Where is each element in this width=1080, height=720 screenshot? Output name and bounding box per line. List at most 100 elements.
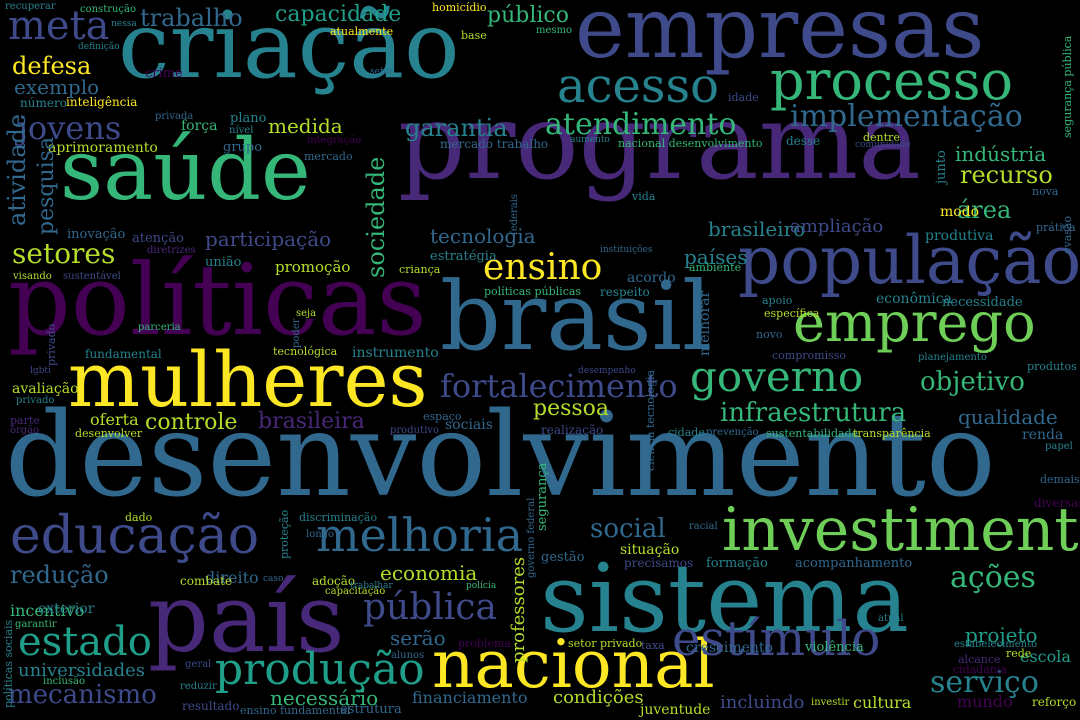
cloud-word: demais xyxy=(1040,473,1080,486)
cloud-word: brasil xyxy=(440,262,713,372)
cloud-word: serviço xyxy=(930,665,1039,700)
cloud-word: tecnologia xyxy=(430,224,536,248)
cloud-word: pesquisa xyxy=(34,136,59,235)
cloud-word: fundamental xyxy=(85,347,162,361)
cloud-word: idade xyxy=(728,91,759,104)
cloud-word: processo xyxy=(770,49,1014,112)
cloud-word: atendimento xyxy=(545,107,737,142)
cloud-word: jovens xyxy=(18,109,122,147)
cloud-word: privada xyxy=(155,111,194,122)
cloud-word: discriminação xyxy=(299,511,378,524)
cloud-word: acordo xyxy=(627,270,676,286)
cloud-word: controle xyxy=(145,410,238,435)
cloud-word: diretrizes xyxy=(147,245,196,256)
cloud-word: rede xyxy=(1006,647,1032,660)
cloud-word: sustentável xyxy=(63,271,121,282)
cloud-word: alcance xyxy=(958,653,1001,666)
cloud-word: cultura xyxy=(853,693,912,712)
cloud-word: trabalho xyxy=(140,4,243,32)
cloud-word: sociais xyxy=(445,417,493,433)
cloud-word: público xyxy=(487,3,569,28)
cloud-word: nessa xyxy=(111,19,137,29)
cloud-word: privado xyxy=(16,395,55,406)
cloud-word: respeito xyxy=(600,285,650,299)
cloud-word: investir xyxy=(811,697,850,708)
cloud-word: nacional xyxy=(432,626,715,703)
cloud-word: meta xyxy=(8,3,110,49)
cloud-word: país xyxy=(148,564,345,674)
cloud-word: ampliação xyxy=(790,216,884,237)
cloud-word: nível xyxy=(229,125,254,136)
cloud-word: atividade xyxy=(3,113,31,226)
cloud-word: pública xyxy=(363,587,497,628)
cloud-word: melhoria xyxy=(316,508,523,562)
cloud-word: crescimento xyxy=(686,640,773,656)
cloud-word: melhorar xyxy=(697,290,713,356)
cloud-word: realização xyxy=(541,423,604,437)
cloud-word: parceria xyxy=(138,322,181,333)
cloud-word: problema xyxy=(458,637,511,650)
cloud-word: investimento xyxy=(722,495,1080,565)
cloud-word: qualidade xyxy=(958,405,1058,429)
cloud-word: desenvolver xyxy=(75,427,143,440)
cloud-word: projeto xyxy=(965,623,1038,647)
cloud-word: atual xyxy=(878,613,904,624)
cloud-word: ciência tecnologia xyxy=(644,369,657,471)
cloud-word: federais xyxy=(509,193,520,235)
cloud-word: desse xyxy=(786,134,821,148)
cloud-word: países xyxy=(684,245,748,269)
cloud-word: trabalhar xyxy=(350,581,393,591)
cloud-word: econômica xyxy=(876,291,952,307)
cloud-word: redução xyxy=(10,561,109,589)
cloud-word: criança xyxy=(399,263,441,276)
cloud-word: segurança pública xyxy=(1061,35,1074,138)
cloud-word: direito xyxy=(205,568,259,587)
cloud-word: oferta xyxy=(90,410,139,429)
cloud-word: mecanismo xyxy=(8,680,157,710)
cloud-word: homicídio xyxy=(432,1,487,14)
cloud-word: cidade xyxy=(668,426,705,439)
cloud-word: financiamento xyxy=(412,688,528,707)
cloud-word: necessidade xyxy=(942,295,1023,310)
cloud-word: segurança xyxy=(535,462,550,531)
cloud-word: prática xyxy=(1036,221,1076,234)
cloud-word: grupo xyxy=(223,140,263,155)
cloud-word: específica xyxy=(764,307,820,320)
cloud-word: alunos xyxy=(391,650,425,661)
cloud-word: área xyxy=(957,196,1012,224)
cloud-word: escola xyxy=(1020,647,1071,666)
cloud-word: ações xyxy=(950,560,1036,595)
cloud-word: atualmente xyxy=(330,25,394,38)
cloud-word: instituições xyxy=(600,245,653,255)
cloud-word: população xyxy=(738,222,1080,299)
cloud-word: recuperar xyxy=(5,1,56,12)
cloud-word: tecnológica xyxy=(273,345,338,358)
cloud-word: planejamento xyxy=(918,352,987,363)
cloud-word: combate xyxy=(180,574,233,588)
cloud-word: medida xyxy=(268,114,343,138)
cloud-word: condições xyxy=(553,687,644,708)
cloud-word: incentivo xyxy=(10,601,85,620)
cloud-word: inovação xyxy=(67,227,126,242)
cloud-word: junto xyxy=(934,150,949,184)
cloud-word: setores xyxy=(12,237,116,270)
cloud-word: gestão xyxy=(541,550,585,565)
cloud-word: compromisso xyxy=(772,349,846,362)
cloud-word: violência xyxy=(805,640,864,655)
cloud-word: produtos xyxy=(1027,360,1077,373)
cloud-word: prevenção xyxy=(706,427,759,438)
cloud-word: reforço xyxy=(1032,695,1077,709)
cloud-word: poder xyxy=(291,318,302,348)
cloud-word: parte xyxy=(10,414,40,427)
cloud-word: promoção xyxy=(275,258,351,276)
cloud-word: saúde xyxy=(60,121,311,219)
cloud-word: infraestrutura xyxy=(720,398,907,428)
cloud-word: implementação xyxy=(790,99,1023,134)
cloud-word: acesso xyxy=(557,58,720,114)
cloud-word: inteligência xyxy=(66,95,138,109)
cloud-word: setor privado xyxy=(568,637,643,650)
cloud-word: políticas públicas xyxy=(484,285,582,298)
cloud-word: mulheres xyxy=(68,335,428,424)
cloud-word: formação xyxy=(706,556,768,571)
cloud-word: produtivo xyxy=(390,425,439,436)
